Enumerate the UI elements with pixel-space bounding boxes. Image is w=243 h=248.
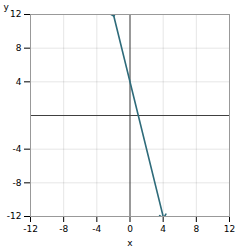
svg-text:y: y (4, 2, 10, 12)
svg-text:8: 8 (16, 43, 22, 53)
svg-text:4: 4 (160, 224, 166, 234)
svg-text:-8: -8 (59, 224, 68, 234)
svg-text:4: 4 (16, 77, 22, 87)
svg-text:12: 12 (10, 9, 21, 19)
svg-text:-8: -8 (13, 178, 22, 188)
svg-text:-4: -4 (92, 224, 101, 234)
svg-text:8: 8 (193, 224, 199, 234)
svg-text:x: x (127, 238, 133, 248)
svg-text:12: 12 (224, 224, 235, 234)
svg-text:-12: -12 (23, 224, 38, 234)
svg-text:-12: -12 (7, 211, 22, 221)
svg-text:0: 0 (127, 224, 133, 234)
svg-text:-4: -4 (13, 144, 22, 154)
